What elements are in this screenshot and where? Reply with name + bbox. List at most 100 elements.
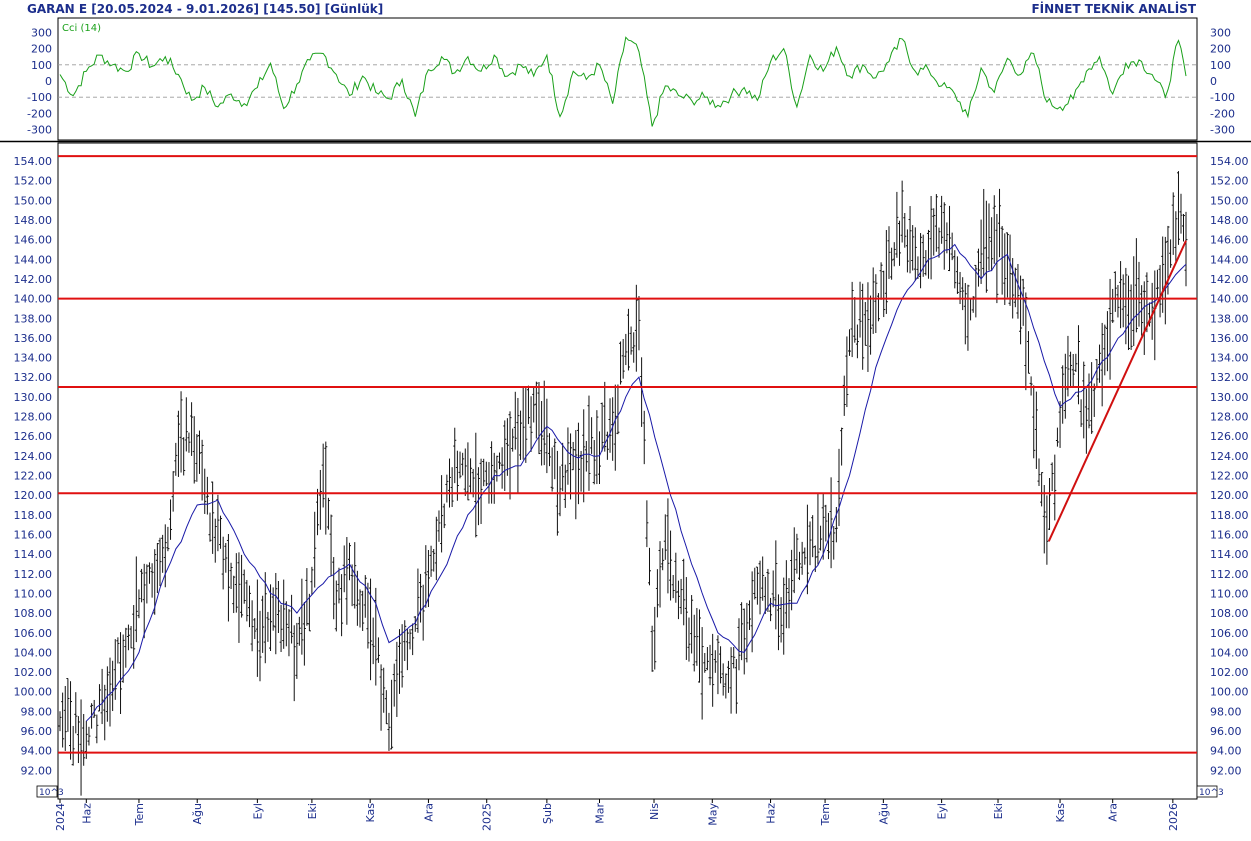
date-tick-label: 2024 <box>54 803 67 831</box>
price-tick-left: 96.00 <box>21 725 53 738</box>
price-tick-right: 138.00 <box>1210 312 1249 325</box>
price-tick-left: 92.00 <box>21 764 53 777</box>
date-tick-label: Kas <box>364 803 377 823</box>
price-tick-left: 138.00 <box>14 312 53 325</box>
cci-tick-left: -200 <box>27 107 52 120</box>
price-tick-right: 142.00 <box>1210 273 1249 286</box>
unit-badge-box <box>1196 785 1218 798</box>
price-tick-right: 94.00 <box>1210 745 1242 758</box>
price-tick-left: 118.00 <box>14 509 53 522</box>
price-tick-right: 140.00 <box>1210 293 1249 306</box>
cci-series <box>59 36 1187 127</box>
cci-tick-right: -300 <box>1210 124 1235 137</box>
unit-badges: 10^3 10^3 <box>36 785 1224 798</box>
price-tick-left: 106.00 <box>14 627 53 640</box>
date-tick-label: Eyl <box>251 803 264 820</box>
price-tick-right: 112.00 <box>1210 568 1249 581</box>
cci-axis-ticks: 300 300 200 200 100 100 0 0 -100 -100 -200 -200 -300… <box>27 26 1235 136</box>
cci-tick-left: 300 <box>31 26 52 39</box>
price-tick-left: 98.00 <box>21 705 53 718</box>
price-tick-left: 102.00 <box>14 666 53 679</box>
date-tick-label: Eki <box>992 803 1005 819</box>
price-tick-right: 128.00 <box>1210 411 1249 424</box>
date-tick-label: Nis <box>648 803 661 820</box>
date-tick-label: 2025 <box>481 803 494 831</box>
price-tick-left: 152.00 <box>14 175 53 188</box>
price-tick-right: 124.00 <box>1210 450 1249 463</box>
price-tick-right: 118.00 <box>1210 509 1249 522</box>
price-tick-left: 104.00 <box>14 646 53 659</box>
price-tick-right: 102.00 <box>1210 666 1249 679</box>
date-tick-label: May <box>706 803 719 826</box>
date-tick-label: Tem <box>133 803 146 826</box>
cci-panel-frame <box>57 17 1198 141</box>
price-tick-left: 154.00 <box>14 155 53 168</box>
price-tick-left: 120.00 <box>14 489 53 502</box>
trendline <box>1047 240 1187 542</box>
price-tick-right: 152.00 <box>1210 175 1249 188</box>
price-panel-frame <box>57 142 1198 800</box>
price-tick-right: 110.00 <box>1210 587 1249 600</box>
support-resistance-levels <box>58 155 1197 754</box>
price-tick-left: 122.00 <box>14 470 53 483</box>
date-tick-label: 2026 <box>1167 803 1180 831</box>
price-tick-right: 106.00 <box>1210 627 1249 640</box>
date-tick-label: Eki <box>306 803 319 819</box>
cci-tick-right: 200 <box>1210 43 1231 56</box>
cci-tick-left: 0 <box>45 75 52 88</box>
price-tick-right: 96.00 <box>1210 725 1242 738</box>
unit-badge: 10^3 <box>1199 788 1224 798</box>
price-tick-left: 134.00 <box>14 352 53 365</box>
panel-frames <box>0 17 1251 800</box>
price-tick-left: 114.00 <box>14 548 53 561</box>
cci-tick-right: -100 <box>1210 91 1235 104</box>
price-tick-left: 136.00 <box>14 332 53 345</box>
cci-tick-right: 100 <box>1210 59 1231 72</box>
price-tick-left: 116.00 <box>14 528 53 541</box>
date-tick-label: Haz <box>80 803 93 824</box>
price-tick-left: 132.00 <box>14 371 53 384</box>
price-tick-right: 120.00 <box>1210 489 1249 502</box>
trendline-group <box>1047 240 1187 542</box>
cci-legend-label: Cci (14) <box>62 23 101 34</box>
price-tick-left: 130.00 <box>14 391 53 404</box>
chart-header-right: FİNNET TEKNİK ANALİST <box>1031 2 1196 16</box>
cci-tick-left: -300 <box>27 124 52 137</box>
price-tick-right: 144.00 <box>1210 253 1249 266</box>
unit-badge-box <box>36 785 58 798</box>
price-tick-left: 142.00 <box>14 273 53 286</box>
price-tick-right: 100.00 <box>1210 686 1249 699</box>
date-tick-label: Eyl <box>936 803 949 820</box>
price-tick-right: 126.00 <box>1210 430 1249 443</box>
price-tick-left: 126.00 <box>14 430 53 443</box>
price-tick-right: 130.00 <box>1210 391 1249 404</box>
date-tick-label: Tem <box>819 803 832 826</box>
date-tick-label: Ağu <box>877 803 890 824</box>
price-tick-right: 92.00 <box>1210 764 1242 777</box>
price-tick-right: 104.00 <box>1210 646 1249 659</box>
date-tick-label: Şub <box>541 803 554 824</box>
price-tick-left: 124.00 <box>14 450 53 463</box>
price-tick-right: 114.00 <box>1210 548 1249 561</box>
date-tick-label: Ağu <box>191 803 204 824</box>
chart-header-left: GARAN E [20.05.2024 - 9.01.2026] [145.50… <box>27 2 384 16</box>
price-tick-left: 150.00 <box>14 194 53 207</box>
date-tick-label: Kas <box>1054 803 1067 823</box>
moving-average-series <box>85 243 1187 722</box>
price-tick-right: 132.00 <box>1210 371 1249 384</box>
price-tick-left: 108.00 <box>14 607 53 620</box>
price-tick-left: 144.00 <box>14 253 53 266</box>
cci-tick-right: -200 <box>1210 107 1235 120</box>
cci-line <box>59 36 1187 127</box>
date-tick-label: Ara <box>1107 803 1120 822</box>
price-tick-left: 110.00 <box>14 587 53 600</box>
price-tick-right: 98.00 <box>1210 705 1242 718</box>
price-tick-left: 146.00 <box>14 234 53 247</box>
price-tick-right: 116.00 <box>1210 528 1249 541</box>
price-tick-right: 148.00 <box>1210 214 1249 227</box>
moving-average-line <box>85 243 1187 722</box>
price-tick-left: 112.00 <box>14 568 53 581</box>
price-tick-left: 148.00 <box>14 214 53 227</box>
price-tick-right: 150.00 <box>1210 194 1249 207</box>
